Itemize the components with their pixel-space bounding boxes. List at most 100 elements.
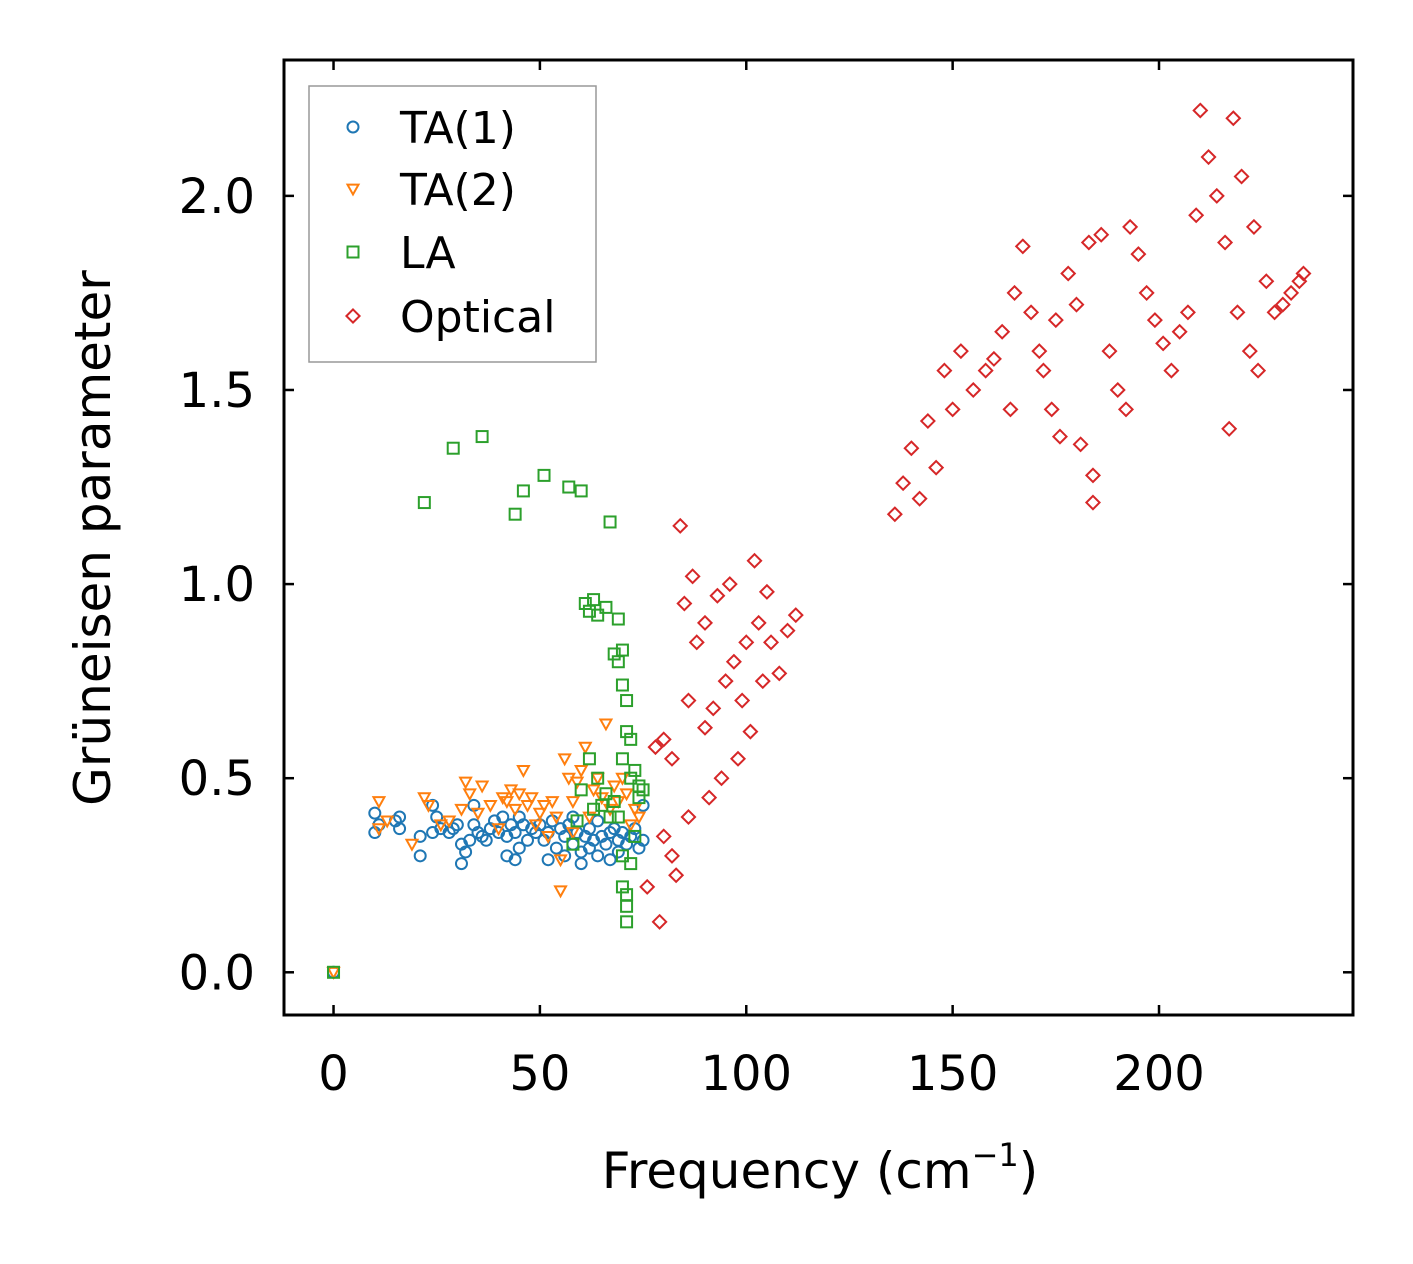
data-point (507, 803, 523, 817)
data-point (574, 857, 588, 871)
data-point (1035, 362, 1052, 379)
series-ta-1 (327, 798, 650, 979)
data-point (607, 647, 621, 661)
data-point (549, 841, 563, 855)
data-point (540, 831, 556, 844)
data-point (562, 480, 576, 494)
data-point (1014, 238, 1031, 255)
data-point (663, 847, 680, 864)
data-point (1006, 284, 1023, 301)
data-point (508, 507, 522, 521)
data-point (1060, 265, 1077, 282)
data-point (591, 608, 605, 622)
data-point (573, 765, 589, 778)
data-point (591, 814, 605, 828)
data-point (599, 837, 613, 851)
data-point (512, 788, 527, 802)
data-point (620, 725, 634, 739)
data-point (1101, 343, 1118, 360)
data-point (620, 888, 634, 902)
data-point (1229, 304, 1246, 321)
data-point (632, 791, 646, 805)
data-point (582, 604, 596, 618)
y-tick-label: 0.5 (179, 751, 255, 807)
legend-marker (346, 245, 360, 259)
data-point (1122, 218, 1139, 235)
data-point (611, 810, 625, 824)
legend-label: LA (400, 228, 456, 279)
data-point (903, 440, 920, 457)
data-point (553, 854, 568, 868)
data-point (446, 441, 460, 455)
data-point (495, 792, 510, 806)
data-point (1179, 304, 1196, 321)
data-point (393, 810, 407, 824)
x-axis-title-main: Frequency (cm (602, 1142, 972, 1200)
data-point (615, 880, 629, 894)
y-tick-label: 1.0 (179, 557, 255, 613)
data-point (624, 771, 638, 785)
data-point (623, 819, 638, 833)
data-point (636, 783, 650, 797)
data-point (524, 792, 539, 806)
data-point (1031, 343, 1048, 360)
data-point (651, 913, 668, 930)
data-point (1258, 273, 1275, 290)
data-point (684, 568, 701, 585)
series-optical (639, 102, 1312, 930)
data-point (936, 362, 953, 379)
data-point (911, 490, 928, 507)
data-point (569, 776, 585, 790)
data-point (454, 857, 468, 871)
data-point (620, 899, 634, 913)
data-point (553, 885, 568, 899)
data-point (1245, 218, 1262, 235)
y-tick-label: 2.0 (179, 169, 255, 225)
data-point (471, 826, 485, 840)
data-point (663, 750, 680, 767)
data-point (696, 614, 714, 631)
data-point (450, 818, 464, 832)
data-point (566, 810, 580, 824)
data-point (619, 788, 634, 802)
data-point (668, 867, 685, 884)
data-point (417, 792, 432, 806)
data-point (672, 517, 689, 534)
data-point (705, 700, 722, 717)
data-point (1068, 296, 1085, 313)
data-point (696, 719, 714, 736)
data-point (479, 833, 493, 847)
data-point (763, 634, 780, 651)
data-point (1084, 494, 1101, 511)
data-point (603, 826, 617, 840)
data-point (977, 362, 994, 379)
data-point (426, 798, 440, 812)
legend-marker (344, 307, 362, 325)
data-point (717, 673, 734, 690)
data-point (508, 853, 522, 867)
data-point (985, 350, 1002, 367)
legend-entry: TA(2) (345, 165, 516, 216)
data-point (655, 828, 672, 845)
data-point (709, 587, 726, 604)
y-tick-label: 0.0 (179, 945, 255, 1001)
data-point (631, 811, 647, 825)
data-point (676, 595, 693, 612)
x-tick-label: 100 (700, 1046, 792, 1102)
legend-entry: TA(1) (346, 103, 516, 154)
data-point (565, 827, 581, 841)
data-point (615, 643, 629, 657)
legend-label: TA(1) (399, 103, 516, 154)
data-point (499, 796, 515, 810)
data-point (611, 796, 626, 810)
data-point (636, 833, 650, 847)
data-point (1274, 296, 1291, 313)
data-point (1217, 234, 1234, 251)
data-point (1200, 149, 1217, 166)
data-point (754, 673, 771, 690)
data-point (371, 823, 387, 837)
data-point (928, 459, 945, 476)
data-point (952, 343, 969, 360)
data-point (738, 634, 755, 651)
data-point (483, 799, 498, 813)
